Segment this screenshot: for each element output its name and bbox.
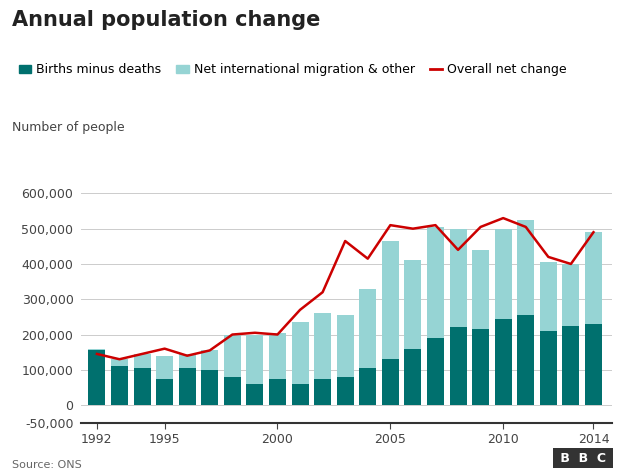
Bar xyxy=(156,356,173,379)
Bar xyxy=(178,354,196,368)
Bar xyxy=(585,232,602,324)
Bar xyxy=(224,334,241,377)
Text: B  B  C: B B C xyxy=(556,452,610,465)
Bar xyxy=(111,366,128,405)
Bar xyxy=(404,349,421,405)
Bar xyxy=(156,379,173,405)
Bar xyxy=(89,349,105,405)
Bar xyxy=(427,227,444,338)
Text: Annual population change: Annual population change xyxy=(12,10,321,29)
Bar xyxy=(540,331,557,405)
Bar xyxy=(269,379,286,405)
Bar xyxy=(246,384,263,405)
Bar xyxy=(585,324,602,405)
Bar xyxy=(404,260,421,349)
Bar xyxy=(134,368,150,405)
Bar xyxy=(382,359,399,405)
Bar xyxy=(224,377,241,405)
Bar xyxy=(134,354,150,368)
Bar xyxy=(517,315,534,405)
Bar xyxy=(89,349,105,351)
Bar xyxy=(562,326,579,405)
Bar xyxy=(291,384,308,405)
Bar xyxy=(359,289,376,368)
Bar xyxy=(314,314,331,379)
Bar xyxy=(359,368,376,405)
Bar xyxy=(495,228,512,319)
Bar xyxy=(449,327,467,405)
Bar xyxy=(427,338,444,405)
Bar xyxy=(111,359,128,366)
Bar xyxy=(337,377,354,405)
Bar xyxy=(472,329,489,405)
Bar xyxy=(472,250,489,329)
Bar xyxy=(314,379,331,405)
Bar xyxy=(495,319,512,405)
Legend: Births minus deaths, Net international migration & other, Overall net change: Births minus deaths, Net international m… xyxy=(19,63,567,76)
Bar xyxy=(269,333,286,379)
Text: Source: ONS: Source: ONS xyxy=(12,460,82,470)
Bar xyxy=(202,370,218,405)
Bar xyxy=(517,220,534,315)
Bar xyxy=(449,228,467,327)
Bar xyxy=(337,315,354,377)
Bar xyxy=(246,334,263,384)
Bar xyxy=(178,368,196,405)
Bar xyxy=(540,262,557,331)
Bar xyxy=(291,322,308,384)
Bar xyxy=(382,241,399,359)
Bar xyxy=(562,264,579,326)
Text: Number of people: Number of people xyxy=(12,121,125,134)
Bar xyxy=(202,351,218,370)
